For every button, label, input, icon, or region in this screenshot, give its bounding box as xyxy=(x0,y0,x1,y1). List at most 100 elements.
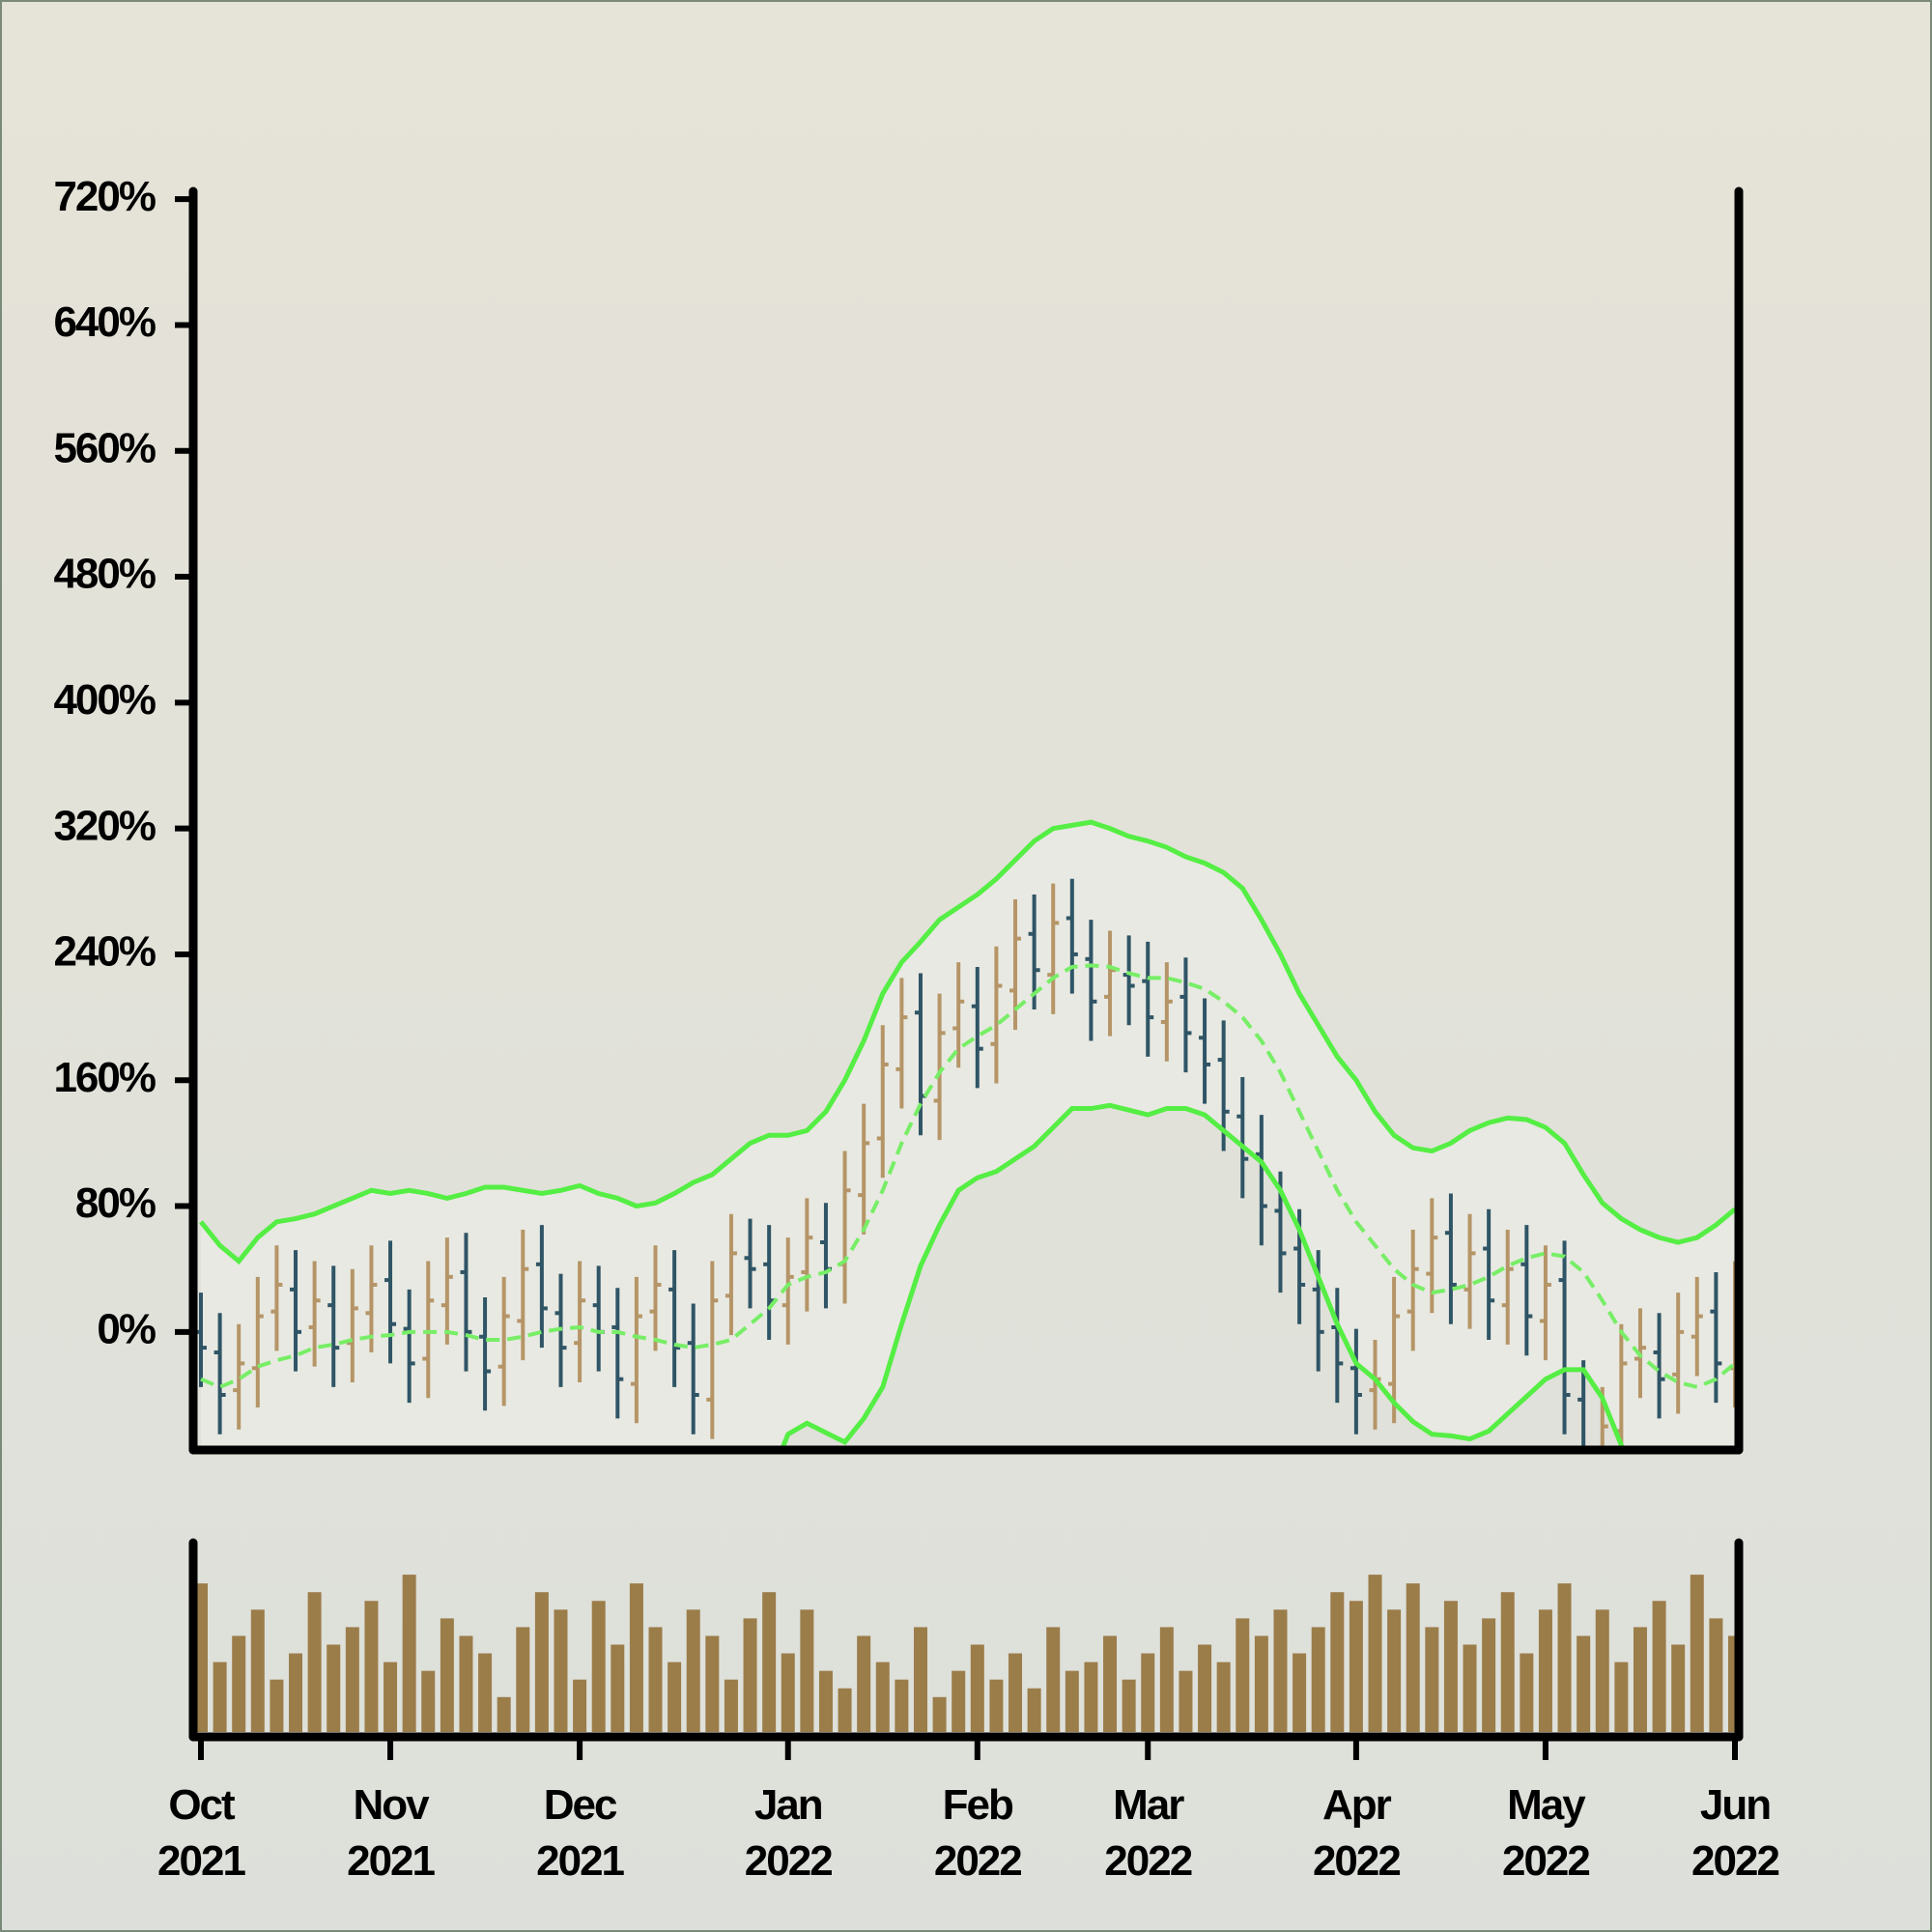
volume-bar xyxy=(668,1662,682,1732)
volume-bar xyxy=(686,1609,700,1732)
volume-bar xyxy=(1463,1644,1477,1732)
volume-bar xyxy=(289,1653,303,1732)
volume-bar xyxy=(1065,1670,1079,1732)
volume-bar xyxy=(781,1653,795,1732)
volume-bar xyxy=(1425,1627,1439,1732)
volume-bar xyxy=(1482,1618,1496,1732)
plot-area xyxy=(195,819,1739,1450)
y-tick-label: 80% xyxy=(75,1179,156,1227)
volume-bar xyxy=(1103,1635,1118,1732)
volume-bar xyxy=(932,1696,947,1732)
volume-bar xyxy=(1236,1618,1250,1732)
volume-bar xyxy=(913,1627,927,1732)
volume-bar xyxy=(364,1601,379,1732)
volume-bar xyxy=(516,1627,530,1732)
volume-bar xyxy=(573,1679,587,1732)
volume-bar xyxy=(1027,1688,1041,1732)
volume-bar xyxy=(762,1592,777,1732)
volume-bar xyxy=(270,1679,284,1732)
x-tick-label: Apr 2022 xyxy=(1312,1781,1402,1885)
volume-bar xyxy=(1046,1627,1061,1732)
volume-bar xyxy=(629,1583,643,1732)
y-tick-label: 480% xyxy=(53,551,155,598)
volume-bar xyxy=(384,1662,398,1732)
volume-bar xyxy=(1084,1662,1098,1732)
volume-bar xyxy=(1690,1575,1704,1732)
volume-bar xyxy=(1387,1609,1402,1732)
volume-bar xyxy=(213,1662,227,1732)
volume-bar xyxy=(611,1644,625,1732)
volume-bar xyxy=(705,1635,720,1732)
volume-bar xyxy=(857,1635,871,1732)
volume-bar xyxy=(1614,1662,1629,1732)
volume-bar xyxy=(1595,1609,1609,1732)
volume-bar xyxy=(1141,1653,1155,1732)
volume-bar xyxy=(1577,1635,1591,1732)
volume-bar xyxy=(497,1696,511,1732)
y-tick-label: 720% xyxy=(53,173,155,220)
band-fill xyxy=(201,822,1735,1450)
volume-bar xyxy=(1709,1618,1723,1732)
volume-bar xyxy=(1009,1653,1023,1732)
volume-bar xyxy=(1216,1662,1231,1732)
y-tick-label: 160% xyxy=(53,1054,155,1101)
volume-bar xyxy=(1443,1601,1458,1732)
volume-bar xyxy=(459,1635,473,1732)
volume-bar xyxy=(989,1679,1004,1732)
volume-bar xyxy=(800,1609,814,1732)
volume-bar xyxy=(440,1618,454,1732)
y-tick-label: 240% xyxy=(53,928,155,976)
volume-bar xyxy=(724,1679,738,1732)
y-tick-label: 400% xyxy=(53,676,155,724)
volume-bar xyxy=(1273,1609,1288,1732)
volume-bar xyxy=(1633,1627,1647,1732)
x-tick-label: Nov 2021 xyxy=(347,1781,436,1885)
y-tick-label: 0% xyxy=(97,1305,155,1352)
band-lower xyxy=(779,1102,1627,1450)
volume-bar xyxy=(1368,1575,1382,1732)
volume-panel xyxy=(194,1575,1742,1732)
volume-bar xyxy=(1159,1627,1174,1732)
volume-bar xyxy=(838,1688,852,1732)
volume-bar xyxy=(818,1670,833,1732)
volume-bar xyxy=(1520,1653,1534,1732)
volume-bar xyxy=(1557,1583,1572,1732)
volume-bar xyxy=(1198,1644,1212,1732)
x-tick-label: Oct 2021 xyxy=(157,1781,246,1885)
volume-bar xyxy=(1330,1592,1345,1732)
x-tick-label: Jun 2022 xyxy=(1691,1781,1780,1885)
volume-bar xyxy=(743,1618,757,1732)
volume-bar xyxy=(232,1635,246,1732)
volume-bar xyxy=(1500,1592,1515,1732)
volume-bar xyxy=(1293,1653,1307,1732)
volume-bar xyxy=(345,1627,359,1732)
volume-bar xyxy=(1652,1601,1666,1732)
volume-bar xyxy=(307,1592,322,1732)
volume-bar xyxy=(421,1670,436,1732)
volume-bar xyxy=(591,1601,606,1732)
volume-bar xyxy=(1311,1627,1325,1732)
volume-bar xyxy=(970,1644,984,1732)
axes xyxy=(175,186,1744,1760)
x-tick-label: May 2022 xyxy=(1501,1781,1591,1885)
volume-bar xyxy=(1349,1601,1363,1732)
y-tick-label: 320% xyxy=(53,802,155,849)
volume-bar xyxy=(478,1653,493,1732)
volume-bar xyxy=(402,1575,416,1732)
band-middle xyxy=(200,963,1737,1390)
x-tick-label: Feb 2022 xyxy=(933,1781,1023,1885)
volume-bar xyxy=(250,1609,265,1732)
volume-bar xyxy=(1122,1679,1136,1732)
x-tick-label: Dec 2021 xyxy=(536,1781,625,1885)
x-tick-label: Jan 2022 xyxy=(744,1781,834,1885)
volume-bar xyxy=(1254,1635,1268,1732)
volume-bar xyxy=(554,1609,568,1732)
volume-bar xyxy=(952,1670,966,1732)
volume-bar xyxy=(534,1592,549,1732)
volume-bar xyxy=(1406,1583,1420,1732)
band-upper xyxy=(199,819,1737,1265)
volume-bar xyxy=(1538,1609,1552,1732)
x-tick-label: Mar 2022 xyxy=(1104,1781,1193,1885)
